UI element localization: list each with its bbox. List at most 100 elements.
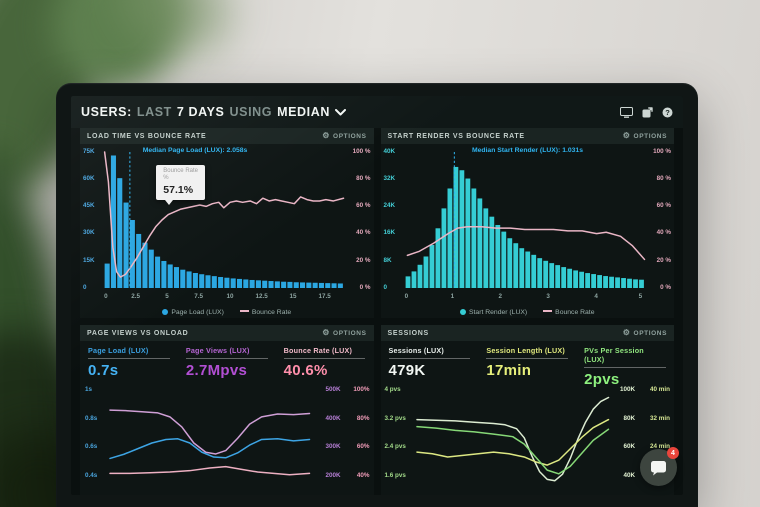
metric-label: Session Length (LUX) xyxy=(486,346,566,355)
legend-item: Start Render (LUX) xyxy=(460,309,527,316)
metric-label: PVs Per Session (LUX) xyxy=(584,346,644,364)
load-time-histogram[interactable] xyxy=(104,152,344,288)
legend-line-swatch xyxy=(543,310,553,312)
median-annotation: Median Start Render (LUX): 1.031s xyxy=(471,147,583,154)
axis-tick: 80K 32 min xyxy=(623,414,670,422)
metric-value: 479K xyxy=(388,362,426,379)
legend-item: Bounce Rate xyxy=(239,309,292,316)
options-label: OPTIONS xyxy=(333,329,367,337)
panel-title: PAGE VIEWS VS ONLOAD xyxy=(87,329,189,337)
metric-pvs-per-session: PVs Per Session (LUX) 2pvs xyxy=(576,341,674,388)
chart-area: 1s 0.8s 0.6s 0.4s 500K 100% 400K 80% 300K 60% 200… xyxy=(80,385,374,495)
x-axis-tick: 2 xyxy=(498,293,503,300)
panel-header: PAGE VIEWS VS ONLOAD ⚙ OPTIONS xyxy=(80,325,374,341)
metric-divider xyxy=(388,358,471,359)
panel-header: START RENDER VS BOUNCE RATE ⚙ OPTIONS xyxy=(380,128,674,144)
display-icon[interactable] xyxy=(620,106,633,118)
axis-tick: 80 % xyxy=(656,175,671,183)
metric-page-load: Page Load (LUX) 0.7s xyxy=(80,341,178,385)
axis-tick: 20 % xyxy=(656,256,671,264)
axis-tick: 20 % xyxy=(356,256,371,264)
chart-legend: Page Load (LUX) Bounce Rate xyxy=(80,309,374,316)
dashboard-filter-dropdown[interactable]: USERS: LAST 7 DAYS USING MEDIAN xyxy=(81,105,346,119)
page-views-line-chart[interactable] xyxy=(110,391,310,495)
panel-page-views-vs-onload: PAGE VIEWS VS ONLOAD ⚙ OPTIONS Page Load… xyxy=(80,325,374,495)
metric-label: Page Views (LUX) xyxy=(185,346,250,355)
options-button[interactable]: ⚙ OPTIONS xyxy=(623,132,667,140)
legend-dot-swatch xyxy=(162,309,169,315)
axis-tick: 30K xyxy=(83,229,95,237)
axis-tick: 500K 100% xyxy=(325,386,370,393)
options-button[interactable]: ⚙ OPTIONS xyxy=(623,329,667,337)
metric-sessions: Sessions (LUX) 479K xyxy=(381,341,479,385)
panel-title: START RENDER VS BOUNCE RATE xyxy=(387,132,525,140)
median-annotation: Median Page Load (LUX): 2.058s xyxy=(142,147,248,154)
chat-widget-button[interactable]: 4 xyxy=(640,447,679,486)
sessions-line-chart[interactable] xyxy=(417,391,609,495)
axis-tick: 1s xyxy=(85,386,93,393)
y-axis-right: 100 % 80 % 60 % 40 % 20 % 0 % xyxy=(645,148,671,291)
axis-tick: 0.6s xyxy=(85,443,98,451)
filter-users-label: USERS: xyxy=(81,105,132,119)
axis-tick: 40K xyxy=(383,148,396,155)
axis-tick: 60K xyxy=(83,175,95,183)
axis-tick: 1.6 pvs xyxy=(384,471,406,479)
metric-divider xyxy=(486,358,569,359)
metric-value: 2pvs xyxy=(584,371,620,388)
axis-tick: 3.2 pvs xyxy=(384,414,406,422)
options-button[interactable]: ⚙ OPTIONS xyxy=(322,132,366,140)
x-axis-tick: 4 xyxy=(594,293,598,300)
metrics-row: Page Load (LUX) 0.7s Page Views (LUX) 2.… xyxy=(80,341,374,385)
axis-tick: 400K 80% xyxy=(325,414,370,422)
legend-item: Page Load (LUX) xyxy=(162,309,224,316)
axis-tick: 0 % xyxy=(359,283,371,291)
legend-label: Start Render (LUX) xyxy=(469,309,528,316)
x-axis-tick: 3 xyxy=(546,293,550,300)
gear-icon: ⚙ xyxy=(622,131,631,140)
axis-tick: 0.4s xyxy=(85,471,98,479)
tooltip-value: 57.1% xyxy=(163,183,194,196)
panel-title: SESSIONS xyxy=(387,329,429,337)
axis-tick: 80 % xyxy=(356,175,371,183)
y-axis-left: 1s 0.8s 0.6s 0.4s xyxy=(85,386,107,479)
axis-tick: 100 % xyxy=(352,148,371,155)
axis-tick: 45K xyxy=(83,202,95,210)
metric-label: Sessions (LUX) xyxy=(388,346,445,355)
help-icon[interactable]: ? xyxy=(662,107,673,118)
laptop-frame: USERS: LAST 7 DAYS USING MEDIAN xyxy=(56,83,698,507)
chart-area: 4 pvs 3.2 pvs 2.4 pvs 1.6 pvs 100K 40 min 80K… xyxy=(381,385,675,495)
notification-badge: 4 xyxy=(667,447,679,459)
axis-tick: 60 % xyxy=(656,202,671,210)
x-axis: 0 1 2 3 4 5 xyxy=(405,293,645,302)
legend-line-swatch xyxy=(239,310,249,312)
panel-header: LOAD TIME VS BOUNCE RATE ⚙ OPTIONS xyxy=(80,128,374,144)
dashboard-header: USERS: LAST 7 DAYS USING MEDIAN xyxy=(71,96,683,128)
y-axis-left: 40K 32K 24K 16K 8K 0 xyxy=(383,148,404,291)
options-button[interactable]: ⚙ OPTIONS xyxy=(322,329,366,337)
legend-label: Bounce Rate xyxy=(251,309,292,316)
y-axis-left: 75K 60K 45K 30K 15K 0 xyxy=(83,148,103,291)
y-axis-right: 500K 100% 400K 80% 300K 60% 200K 40% xyxy=(314,386,370,479)
tooltip-unit: % xyxy=(163,175,169,182)
header-toolbar: ? xyxy=(620,106,673,118)
gear-icon: ⚙ xyxy=(622,328,631,337)
dashboard-screen: USERS: LAST 7 DAYS USING MEDIAN xyxy=(71,96,683,495)
panel-title: LOAD TIME VS BOUNCE RATE xyxy=(87,132,207,140)
legend-dot-swatch xyxy=(460,309,466,315)
axis-tick: 15K xyxy=(83,256,95,264)
axis-tick: 60 % xyxy=(356,202,371,210)
options-label: OPTIONS xyxy=(333,132,367,140)
gear-icon: ⚙ xyxy=(322,328,331,337)
axis-tick: 300K 60% xyxy=(325,443,370,451)
axis-tick: 60K 24 min xyxy=(623,443,670,451)
x-axis-tick: 12.5 xyxy=(255,293,268,300)
metric-divider xyxy=(88,358,170,359)
axis-tick: 0 % xyxy=(660,283,671,291)
panel-start-render-vs-bounce-rate: START RENDER VS BOUNCE RATE ⚙ OPTIONS 40… xyxy=(380,128,674,318)
y-axis-left: 4 pvs 3.2 pvs 2.4 pvs 1.6 pvs xyxy=(384,386,414,479)
legend-item: Bounce Rate xyxy=(543,309,594,316)
axis-tick: 100K 40 min xyxy=(619,386,670,393)
share-icon[interactable] xyxy=(642,106,653,118)
start-render-histogram[interactable] xyxy=(405,152,645,288)
